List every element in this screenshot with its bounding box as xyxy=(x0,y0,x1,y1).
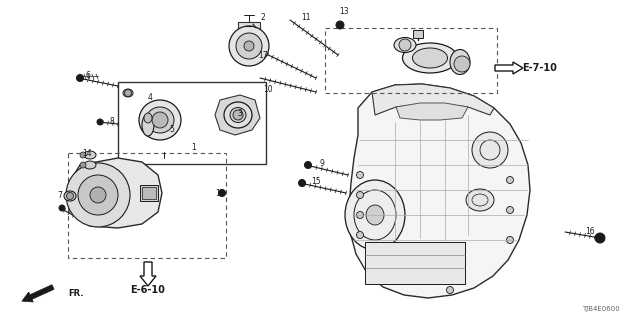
Ellipse shape xyxy=(403,43,458,73)
Circle shape xyxy=(125,90,131,97)
Ellipse shape xyxy=(230,108,246,123)
Ellipse shape xyxy=(123,89,133,97)
Circle shape xyxy=(236,33,262,59)
Circle shape xyxy=(595,233,605,243)
Circle shape xyxy=(305,162,312,169)
Bar xyxy=(413,30,423,38)
Text: E-7-10: E-7-10 xyxy=(523,63,557,73)
Ellipse shape xyxy=(466,189,494,211)
Ellipse shape xyxy=(64,191,76,201)
Ellipse shape xyxy=(146,107,174,133)
Circle shape xyxy=(80,162,86,168)
Circle shape xyxy=(472,132,508,168)
Polygon shape xyxy=(396,103,468,120)
Circle shape xyxy=(233,110,243,120)
Circle shape xyxy=(152,112,168,128)
Circle shape xyxy=(454,56,470,72)
Circle shape xyxy=(59,205,65,211)
Text: 14: 14 xyxy=(82,148,92,157)
Text: 13: 13 xyxy=(339,7,349,17)
Bar xyxy=(365,242,465,284)
Circle shape xyxy=(66,163,130,227)
Ellipse shape xyxy=(366,205,384,225)
Circle shape xyxy=(78,175,118,215)
Ellipse shape xyxy=(84,161,96,169)
Text: 10: 10 xyxy=(263,84,273,93)
Ellipse shape xyxy=(142,114,154,136)
Circle shape xyxy=(229,26,269,66)
Text: 17: 17 xyxy=(258,51,268,60)
Text: 15: 15 xyxy=(311,177,321,186)
Text: 12: 12 xyxy=(215,188,225,197)
Circle shape xyxy=(97,119,103,125)
Ellipse shape xyxy=(450,50,470,75)
Circle shape xyxy=(218,189,225,196)
Text: FR.: FR. xyxy=(68,289,83,298)
FancyArrow shape xyxy=(140,262,156,286)
Bar xyxy=(325,28,497,93)
Text: 8: 8 xyxy=(109,117,115,126)
Ellipse shape xyxy=(84,151,96,159)
Polygon shape xyxy=(372,84,494,115)
Circle shape xyxy=(356,191,364,198)
Circle shape xyxy=(356,231,364,238)
Text: TJB4E0600: TJB4E0600 xyxy=(582,306,620,312)
Bar xyxy=(142,187,156,199)
Ellipse shape xyxy=(144,113,152,123)
FancyArrow shape xyxy=(495,62,523,74)
Text: 2: 2 xyxy=(260,13,266,22)
Text: 6: 6 xyxy=(86,71,90,81)
Ellipse shape xyxy=(345,180,405,250)
Text: E-6-10: E-6-10 xyxy=(131,285,165,295)
Text: 5: 5 xyxy=(170,125,175,134)
Circle shape xyxy=(506,236,513,244)
Ellipse shape xyxy=(413,48,447,68)
Circle shape xyxy=(356,172,364,179)
Circle shape xyxy=(90,187,106,203)
FancyArrow shape xyxy=(22,285,54,302)
Text: 11: 11 xyxy=(301,13,311,22)
Bar xyxy=(238,22,260,36)
Circle shape xyxy=(80,152,86,158)
Circle shape xyxy=(67,193,74,199)
Polygon shape xyxy=(70,158,162,228)
Circle shape xyxy=(506,177,513,183)
Circle shape xyxy=(77,75,83,82)
Ellipse shape xyxy=(224,102,252,128)
Circle shape xyxy=(336,21,344,29)
Circle shape xyxy=(298,180,305,187)
Polygon shape xyxy=(349,84,530,298)
Bar xyxy=(118,82,266,164)
Text: 7: 7 xyxy=(58,191,63,201)
Text: 4: 4 xyxy=(148,92,152,101)
Text: 16: 16 xyxy=(585,228,595,236)
Text: 1: 1 xyxy=(191,143,196,153)
Circle shape xyxy=(356,212,364,219)
Text: 9: 9 xyxy=(319,158,324,167)
Polygon shape xyxy=(215,95,260,135)
Text: 3: 3 xyxy=(237,108,243,117)
Circle shape xyxy=(399,39,411,51)
Circle shape xyxy=(244,41,254,51)
Ellipse shape xyxy=(139,100,181,140)
Bar xyxy=(68,153,226,258)
Circle shape xyxy=(447,286,454,293)
Ellipse shape xyxy=(394,37,416,52)
Bar xyxy=(140,185,158,201)
Circle shape xyxy=(506,206,513,213)
